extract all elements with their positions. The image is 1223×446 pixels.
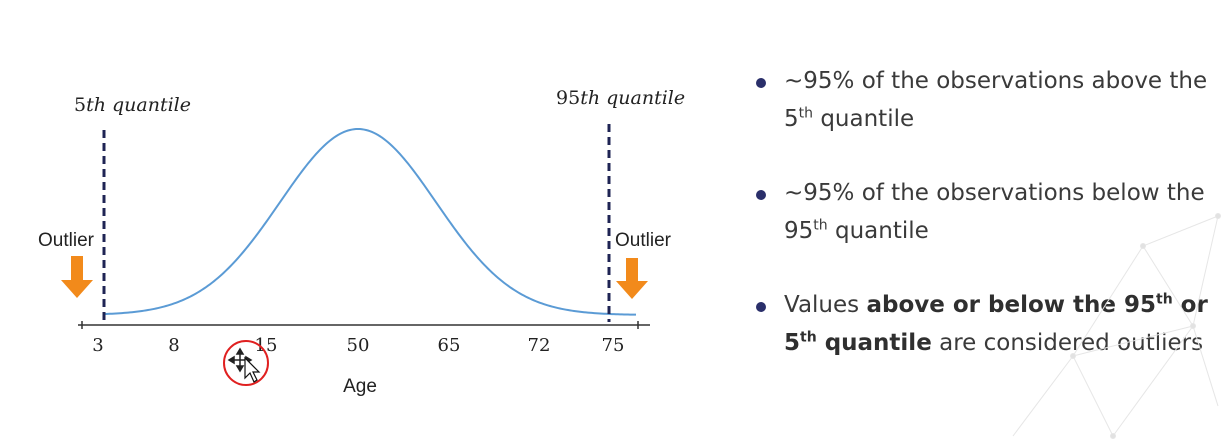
bullet-dot xyxy=(756,190,766,200)
tick-label: 8 xyxy=(168,335,179,356)
bullet-item: ~95% of the observations below the 95th … xyxy=(752,174,1212,250)
move-cursor-icon xyxy=(223,340,269,386)
tick-label: 72 xyxy=(528,335,551,356)
decorative-network-pattern xyxy=(1012,213,1221,439)
normal-distribution-curve xyxy=(103,127,637,316)
arrow-down-icon xyxy=(61,256,93,298)
tick-label: 50 xyxy=(347,335,370,356)
tick-label: 65 xyxy=(438,335,461,356)
tick-label: 75 xyxy=(602,335,625,356)
outlier-left-label: Outlier xyxy=(38,230,95,251)
outlier-right-label: Outlier xyxy=(615,230,672,251)
tick-label: 15 xyxy=(255,335,278,356)
arrow-down-icon xyxy=(616,258,648,299)
bullet-dot xyxy=(756,78,766,88)
bullet-list: ~95% of the observations above the 5th q… xyxy=(752,62,1212,398)
bullet-dot xyxy=(756,302,766,312)
q5-label: 5th quantile xyxy=(74,94,191,116)
q95-label: 95th quantile xyxy=(556,87,685,109)
axis-title: Age xyxy=(343,376,377,397)
tick-label: 3 xyxy=(92,335,103,356)
bullet-item: Values above or below the 95th or 5th qu… xyxy=(752,286,1212,362)
bullet-item: ~95% of the observations above the 5th q… xyxy=(752,62,1212,138)
